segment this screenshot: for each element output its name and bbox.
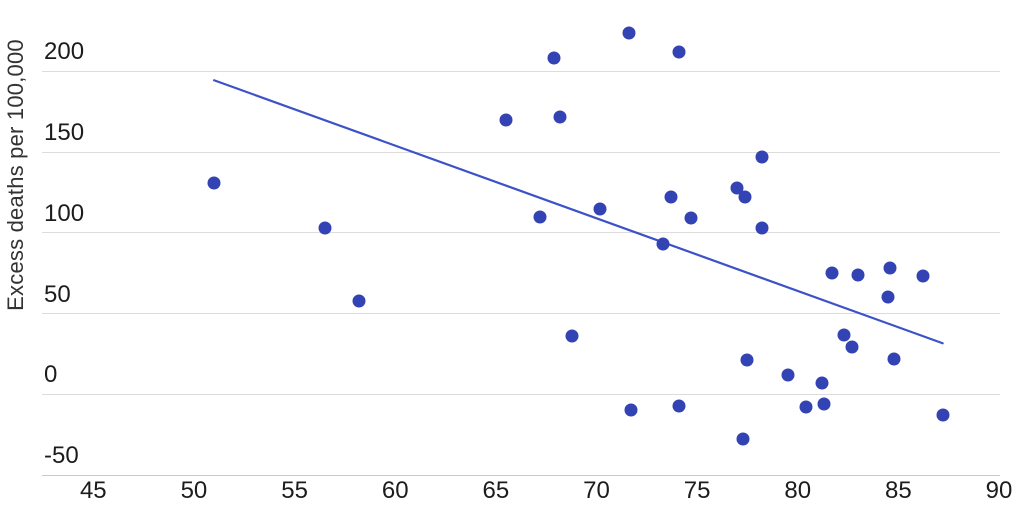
data-point bbox=[738, 190, 752, 204]
x-tick-label: 90 bbox=[985, 477, 1013, 504]
data-point bbox=[736, 432, 750, 446]
data-point bbox=[624, 403, 638, 417]
data-point bbox=[207, 176, 221, 190]
y-tick-label: 50 bbox=[44, 280, 71, 308]
x-tick-label: 80 bbox=[784, 477, 812, 504]
data-point bbox=[656, 237, 670, 251]
data-point bbox=[684, 211, 698, 225]
data-point bbox=[881, 290, 895, 304]
y-tick-label: 100 bbox=[44, 199, 85, 227]
x-tick-label: 70 bbox=[583, 477, 610, 504]
y-tick-label: 150 bbox=[44, 119, 85, 147]
gridline bbox=[42, 313, 1000, 315]
data-point bbox=[755, 150, 768, 164]
data-point bbox=[887, 352, 901, 366]
x-tick-label: 85 bbox=[885, 477, 912, 504]
x-tick-label: 50 bbox=[180, 477, 208, 504]
data-point bbox=[593, 202, 607, 216]
data-point bbox=[664, 190, 678, 204]
data-point bbox=[672, 399, 686, 413]
data-point bbox=[883, 261, 897, 275]
data-point bbox=[781, 368, 795, 382]
data-point bbox=[740, 353, 754, 367]
data-point bbox=[845, 340, 859, 354]
data-point bbox=[936, 408, 950, 422]
data-point bbox=[817, 397, 831, 411]
data-point bbox=[837, 328, 851, 342]
y-tick-label: 200 bbox=[44, 38, 85, 66]
y-axis-title: Excess deaths per 100,000 bbox=[3, 39, 28, 311]
data-point bbox=[553, 110, 567, 124]
data-point bbox=[499, 113, 513, 127]
data-point bbox=[622, 26, 636, 40]
gridline bbox=[42, 70, 1000, 72]
y-tick-label: 0 bbox=[44, 361, 58, 389]
data-point bbox=[533, 210, 547, 224]
data-point bbox=[318, 221, 332, 235]
gridline bbox=[42, 232, 1000, 234]
data-point bbox=[565, 329, 579, 343]
data-point bbox=[352, 294, 366, 308]
trend-line bbox=[212, 79, 944, 345]
data-point bbox=[815, 376, 829, 390]
data-point bbox=[755, 221, 768, 235]
x-tick-label: 60 bbox=[381, 477, 409, 504]
x-tick-label: 45 bbox=[79, 477, 107, 504]
x-tick-label: 75 bbox=[683, 477, 711, 504]
gridline bbox=[42, 393, 1000, 395]
data-point bbox=[799, 400, 813, 414]
data-point bbox=[851, 268, 865, 282]
x-tick-label: 65 bbox=[482, 477, 510, 504]
x-tick-label: 55 bbox=[281, 477, 308, 504]
x-axis-line bbox=[42, 474, 1000, 476]
data-point bbox=[672, 45, 686, 59]
data-point bbox=[916, 269, 929, 283]
y-tick-label: -50 bbox=[44, 442, 79, 469]
gridline bbox=[42, 151, 1000, 153]
data-point bbox=[547, 51, 561, 65]
data-point bbox=[825, 266, 839, 280]
data-point bbox=[730, 181, 744, 195]
